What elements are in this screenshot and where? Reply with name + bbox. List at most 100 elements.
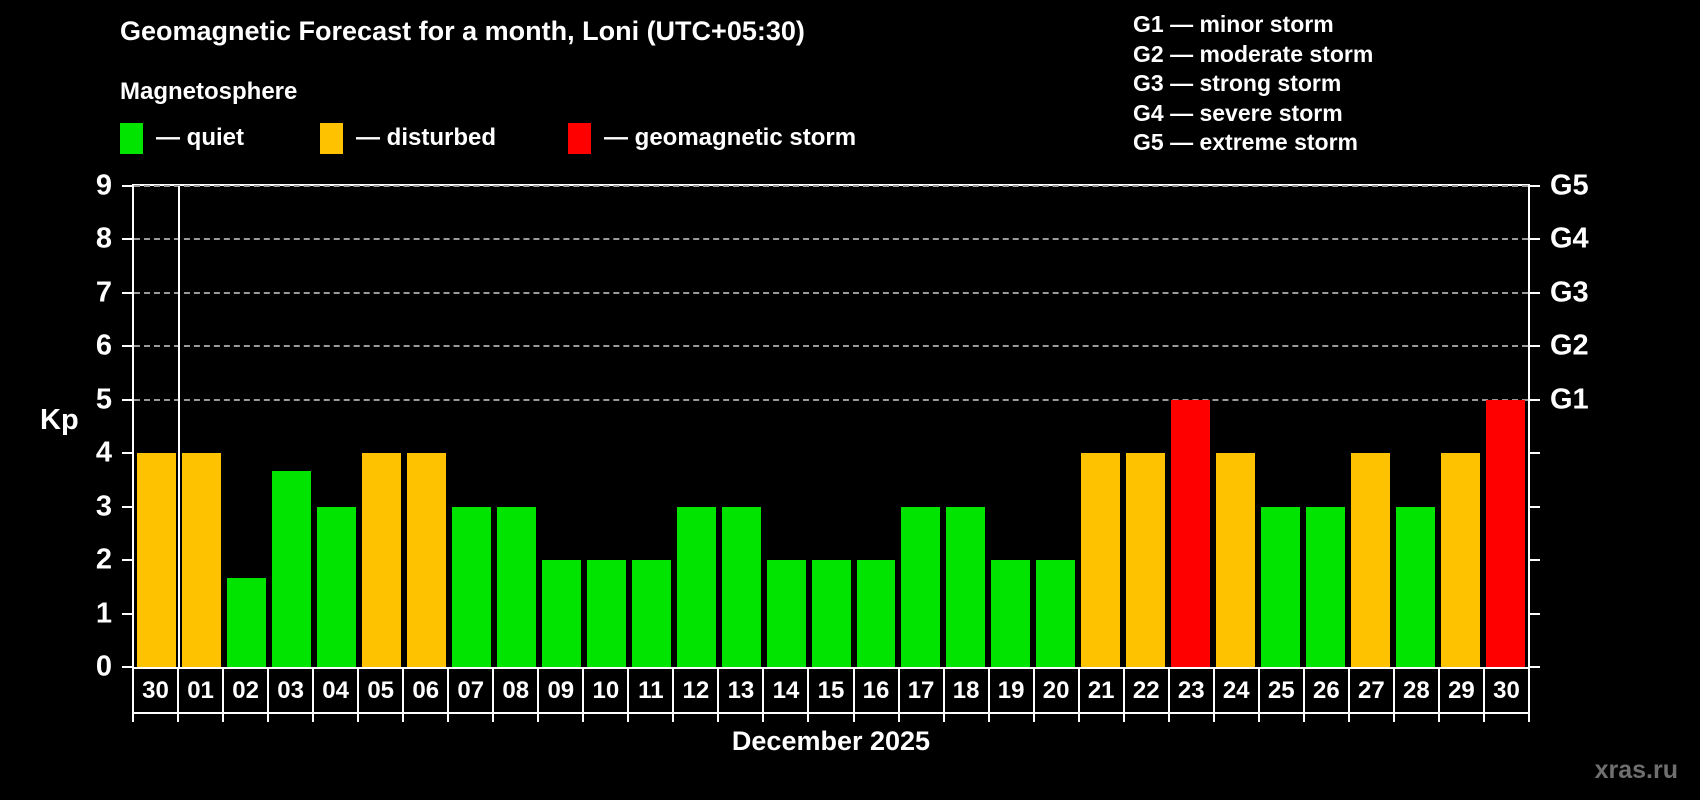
gridline-kp-6 bbox=[134, 345, 1528, 348]
day-label-30: 30 bbox=[1482, 669, 1528, 722]
kp-bar-day-06 bbox=[406, 453, 446, 667]
chart-plot-area: 0 1 2 3 4 5 6 7 8 9 G1 G2 G3 G4 G5 bbox=[96, 170, 1589, 683]
bar-column-day-30 bbox=[134, 186, 179, 667]
y-tick-right-1 bbox=[1530, 612, 1540, 615]
g-scale-label-g4: G4 bbox=[1550, 222, 1589, 255]
g-scale-label-g3: G3 bbox=[1550, 276, 1589, 309]
day-label-29: 29 bbox=[1437, 669, 1483, 722]
y-tick-right-7 bbox=[1530, 291, 1540, 294]
y-tick-right-0 bbox=[1530, 666, 1540, 668]
disturbed-color-swatch bbox=[320, 122, 343, 154]
g-scale-label-g5: G5 bbox=[1550, 169, 1589, 202]
kp-bar-day-09 bbox=[541, 560, 581, 667]
y-tick-left-3 bbox=[122, 505, 132, 508]
kp-bar-day-14 bbox=[766, 560, 806, 667]
kp-bar-day-19 bbox=[991, 560, 1031, 667]
bar-column-day-23 bbox=[1168, 186, 1213, 667]
kp-bar-day-11 bbox=[631, 560, 671, 667]
legend-label-disturbed: — disturbed bbox=[356, 124, 497, 151]
kp-bar-day-07 bbox=[451, 506, 491, 667]
day-label-15: 15 bbox=[807, 669, 852, 722]
g-scale-label-g2: G2 bbox=[1550, 329, 1589, 362]
legend-item-storm: — geomagnetic storm bbox=[568, 121, 856, 155]
y-tick-right-4 bbox=[1530, 452, 1540, 455]
day-label-18: 18 bbox=[942, 669, 988, 722]
bar-column-day-07 bbox=[449, 186, 494, 667]
bar-column-day-01 bbox=[179, 186, 224, 667]
kp-bar-day-17 bbox=[901, 506, 941, 667]
y-tick-left-6 bbox=[122, 345, 132, 348]
day-label-20: 20 bbox=[1032, 669, 1078, 722]
kp-bar-day-30 bbox=[1486, 399, 1526, 667]
kp-bar-day-13 bbox=[721, 506, 761, 667]
y-tick-left-1 bbox=[122, 612, 132, 615]
day-label-23: 23 bbox=[1167, 669, 1213, 722]
bar-column-day-17 bbox=[898, 186, 943, 667]
bar-column-day-02 bbox=[224, 186, 269, 667]
y-tick-label-3: 3 bbox=[95, 490, 112, 523]
bar-column-day-08 bbox=[494, 186, 539, 667]
legend-label-quiet: — quiet bbox=[156, 124, 244, 151]
y-tick-label-2: 2 bbox=[95, 543, 112, 576]
bar-column-day-10 bbox=[584, 186, 629, 667]
y-tick-left-2 bbox=[122, 559, 132, 562]
watermark-xras: xras.ru bbox=[1594, 756, 1678, 784]
y-tick-left-7 bbox=[122, 291, 132, 294]
gridline-kp-7 bbox=[134, 291, 1528, 294]
y-tick-right-5 bbox=[1530, 398, 1540, 401]
bar-column-day-30 bbox=[1483, 186, 1528, 667]
day-label-05: 05 bbox=[357, 669, 402, 722]
chart-subtitle: Magnetosphere bbox=[120, 78, 298, 105]
kp-bar-day-15 bbox=[811, 560, 851, 667]
bar-column-day-11 bbox=[629, 186, 674, 667]
day-label-06: 06 bbox=[402, 669, 447, 722]
g-legend-g3: G3 — strong storm bbox=[1133, 70, 1342, 96]
bar-column-day-21 bbox=[1078, 186, 1123, 667]
bar-column-day-04 bbox=[314, 186, 359, 667]
kp-bar-day-01 bbox=[181, 453, 221, 667]
day-label-01: 01 bbox=[177, 669, 222, 722]
day-label-12: 12 bbox=[672, 669, 717, 722]
quiet-color-swatch bbox=[120, 122, 143, 154]
page-title: Geomagnetic Forecast for a month, Loni (… bbox=[120, 16, 805, 46]
kp-bar-day-27 bbox=[1351, 453, 1391, 667]
y-tick-right-3 bbox=[1530, 505, 1540, 508]
y-tick-label-5: 5 bbox=[95, 383, 112, 416]
storm-color-swatch bbox=[568, 122, 591, 154]
g-legend-g2: G2 — moderate storm bbox=[1133, 40, 1374, 67]
day-label-21: 21 bbox=[1077, 669, 1123, 722]
day-label-03: 03 bbox=[267, 669, 312, 722]
kp-bar-day-03 bbox=[271, 470, 311, 667]
y-tick-label-0: 0 bbox=[95, 650, 112, 683]
day-label-26: 26 bbox=[1302, 669, 1348, 722]
kp-bar-day-22 bbox=[1126, 453, 1166, 667]
y-tick-left-5 bbox=[122, 398, 132, 401]
y-tick-label-6: 6 bbox=[95, 329, 112, 362]
bar-column-day-06 bbox=[404, 186, 449, 667]
day-label-04: 04 bbox=[312, 669, 357, 722]
g-scale-label-g1: G1 bbox=[1550, 383, 1589, 416]
y-tick-label-8: 8 bbox=[95, 222, 112, 255]
kp-bar-day-21 bbox=[1081, 453, 1121, 667]
y-tick-right-2 bbox=[1530, 559, 1540, 562]
y-tick-right-6 bbox=[1530, 345, 1540, 348]
kp-bar-day-25 bbox=[1261, 506, 1301, 667]
day-label-25: 25 bbox=[1257, 669, 1303, 722]
kp-bar-day-28 bbox=[1396, 506, 1436, 667]
y-tick-left-9 bbox=[122, 185, 132, 187]
bar-column-day-05 bbox=[359, 186, 404, 667]
y-tick-left-0 bbox=[122, 666, 132, 668]
day-label-10: 10 bbox=[582, 669, 627, 722]
x-axis-day-labels: 30 01 02 03 04 05 06 07 08 09 10 11 12 13 14 15 16 17 18 19… bbox=[132, 669, 1530, 722]
bar-column-day-22 bbox=[1123, 186, 1168, 667]
y-tick-label-1: 1 bbox=[95, 597, 112, 630]
g-scale-legend: G1 — minor storm G2 — moderate storm G3 … bbox=[1133, 10, 1373, 158]
g-legend-g5: G5 — extreme storm bbox=[1133, 129, 1358, 155]
day-label-22: 22 bbox=[1122, 669, 1168, 722]
day-label-28: 28 bbox=[1392, 669, 1438, 722]
y-axis-title-kp: Kp bbox=[40, 404, 79, 436]
bar-column-day-20 bbox=[1033, 186, 1078, 667]
bar-column-day-14 bbox=[764, 186, 809, 667]
g-legend-g4: G4 — severe storm bbox=[1133, 99, 1343, 126]
y-tick-left-8 bbox=[122, 238, 132, 241]
